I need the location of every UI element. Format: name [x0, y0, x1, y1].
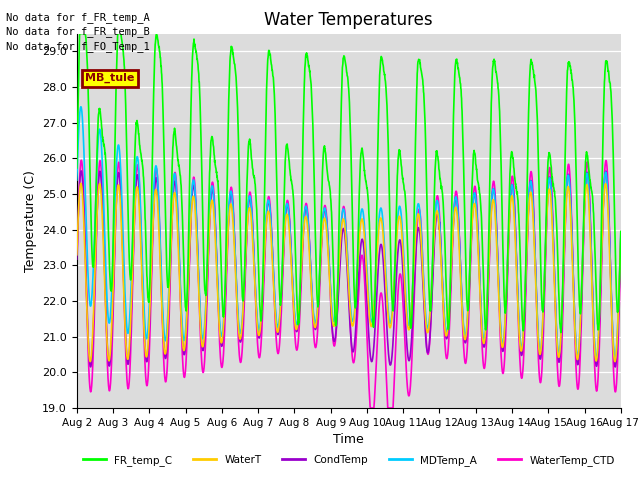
Title: Water Temperatures: Water Temperatures — [264, 11, 433, 29]
X-axis label: Time: Time — [333, 433, 364, 446]
Text: No data for f_FR_temp_A: No data for f_FR_temp_A — [6, 12, 150, 23]
Y-axis label: Temperature (C): Temperature (C) — [24, 170, 36, 272]
Text: No data for f_FO_Temp_1: No data for f_FO_Temp_1 — [6, 41, 150, 52]
Text: MB_tule: MB_tule — [85, 73, 134, 83]
Text: No data for f_FR_temp_B: No data for f_FR_temp_B — [6, 26, 150, 37]
Legend: FR_temp_C, WaterT, CondTemp, MDTemp_A, WaterTemp_CTD: FR_temp_C, WaterT, CondTemp, MDTemp_A, W… — [79, 451, 619, 470]
